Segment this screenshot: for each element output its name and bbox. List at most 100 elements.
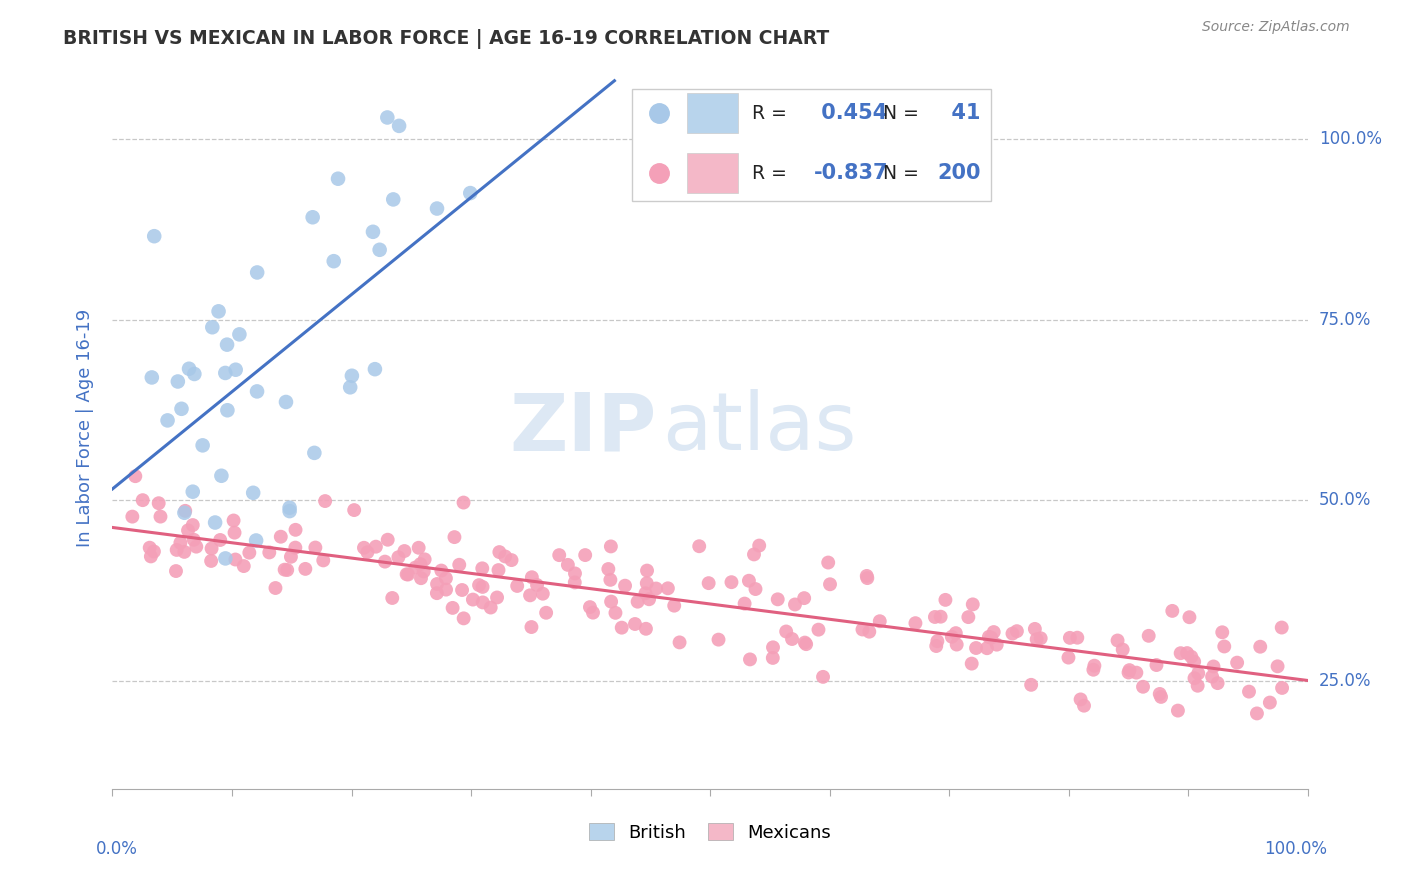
Text: 0.0%: 0.0% bbox=[96, 840, 138, 858]
Point bbox=[1267, 659, 1289, 673]
Point bbox=[766, 592, 789, 607]
Point bbox=[1187, 666, 1209, 681]
Point bbox=[1132, 680, 1154, 694]
Point bbox=[574, 548, 596, 562]
Point bbox=[957, 610, 980, 624]
Point bbox=[186, 540, 208, 554]
Point bbox=[364, 362, 387, 376]
Point bbox=[200, 541, 222, 556]
Point bbox=[471, 595, 494, 609]
Point bbox=[443, 530, 465, 544]
Point bbox=[564, 575, 586, 590]
Point bbox=[1201, 670, 1223, 684]
Point bbox=[183, 367, 205, 381]
Point bbox=[534, 606, 557, 620]
Point bbox=[426, 586, 449, 600]
Point bbox=[1178, 610, 1201, 624]
Point bbox=[738, 652, 761, 666]
Point bbox=[780, 632, 803, 646]
Point bbox=[851, 623, 873, 637]
Point bbox=[945, 626, 967, 640]
Point bbox=[181, 518, 204, 533]
Point bbox=[183, 533, 205, 547]
Point bbox=[986, 638, 1008, 652]
Point bbox=[451, 582, 474, 597]
Point bbox=[1057, 650, 1080, 665]
Point bbox=[339, 380, 361, 394]
Legend: British, Mexicans: British, Mexicans bbox=[582, 816, 838, 849]
Point bbox=[270, 530, 292, 544]
Point bbox=[434, 582, 457, 597]
Point bbox=[1202, 659, 1225, 673]
Point bbox=[1112, 642, 1135, 657]
Point bbox=[1258, 696, 1281, 710]
Point bbox=[387, 550, 409, 565]
Point bbox=[638, 592, 661, 607]
Point bbox=[214, 551, 236, 566]
Point bbox=[924, 610, 946, 624]
Point bbox=[301, 211, 323, 225]
Point bbox=[1226, 656, 1249, 670]
Point bbox=[929, 609, 952, 624]
Text: R =: R = bbox=[752, 103, 787, 122]
Point bbox=[636, 576, 658, 591]
Point bbox=[734, 597, 756, 611]
Point bbox=[818, 577, 841, 591]
Point bbox=[177, 524, 200, 538]
Point bbox=[200, 554, 222, 568]
Point bbox=[1001, 626, 1024, 640]
Point bbox=[141, 370, 163, 384]
Point bbox=[404, 560, 426, 574]
Point bbox=[278, 500, 301, 515]
Point bbox=[461, 592, 484, 607]
Point bbox=[506, 579, 529, 593]
Point bbox=[149, 509, 172, 524]
Point bbox=[1125, 665, 1147, 680]
Point bbox=[486, 591, 509, 605]
Text: 25.0%: 25.0% bbox=[1319, 672, 1371, 690]
Point bbox=[564, 566, 586, 581]
Text: Source: ZipAtlas.com: Source: ZipAtlas.com bbox=[1202, 20, 1350, 34]
Point bbox=[245, 533, 267, 548]
Point bbox=[173, 506, 195, 520]
Point bbox=[794, 637, 817, 651]
Point bbox=[225, 362, 247, 376]
Point bbox=[138, 541, 160, 555]
Point bbox=[170, 401, 193, 416]
Text: N =: N = bbox=[883, 103, 920, 122]
Point bbox=[548, 548, 571, 562]
Point bbox=[488, 545, 510, 559]
Point bbox=[304, 446, 326, 460]
Point bbox=[941, 630, 963, 644]
Point bbox=[304, 541, 326, 555]
Point bbox=[284, 541, 307, 555]
Point bbox=[121, 509, 143, 524]
Point bbox=[697, 576, 720, 591]
Point bbox=[375, 111, 398, 125]
Point bbox=[634, 586, 657, 600]
Y-axis label: In Labor Force | Age 16-19: In Labor Force | Age 16-19 bbox=[76, 309, 94, 548]
Point bbox=[775, 624, 797, 639]
Point bbox=[1271, 681, 1294, 695]
Point bbox=[217, 403, 239, 417]
Point bbox=[614, 579, 637, 593]
Point bbox=[238, 546, 260, 560]
Point bbox=[284, 523, 307, 537]
Point bbox=[413, 552, 436, 566]
Point bbox=[488, 563, 510, 577]
Point bbox=[983, 625, 1005, 640]
Point bbox=[598, 562, 620, 576]
Point bbox=[396, 567, 419, 582]
Point bbox=[214, 366, 236, 380]
Point bbox=[353, 541, 375, 555]
Point bbox=[1180, 649, 1202, 664]
Point bbox=[394, 544, 416, 558]
Point bbox=[945, 638, 967, 652]
Point bbox=[294, 562, 316, 576]
Point bbox=[209, 533, 232, 547]
Point bbox=[148, 496, 170, 510]
Point bbox=[557, 558, 579, 572]
Point bbox=[599, 573, 621, 587]
Point bbox=[430, 564, 453, 578]
Point bbox=[494, 549, 516, 564]
